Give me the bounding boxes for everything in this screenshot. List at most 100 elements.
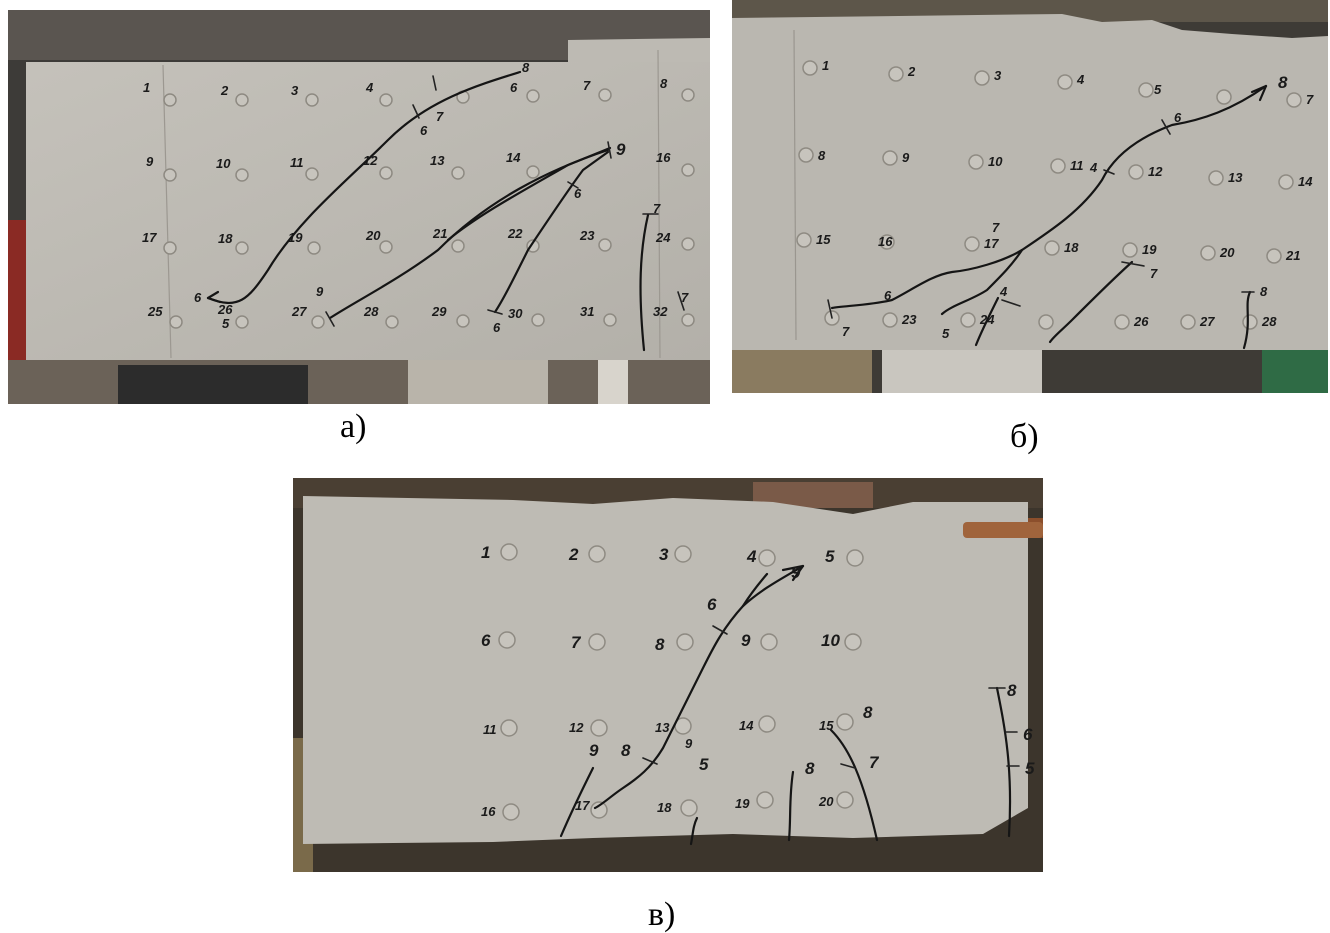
- crack-mark: 7: [869, 753, 880, 772]
- point-label: 18: [218, 231, 233, 246]
- point-label: 8: [660, 76, 668, 91]
- point-label: 9: [146, 154, 154, 169]
- point-label: 16: [481, 804, 496, 819]
- crack-mark: 5: [699, 755, 709, 774]
- crack-lines-b: [827, 84, 1268, 350]
- crack-mark: 6: [1174, 110, 1182, 125]
- crack-mark: 6: [884, 288, 892, 303]
- point-label: 3: [659, 545, 669, 564]
- point-label: 9: [902, 150, 910, 165]
- point-label: 17: [575, 798, 590, 813]
- stud-grid-a: [163, 88, 695, 329]
- crack-mark: 7: [436, 109, 444, 124]
- crack-mark: 8: [805, 759, 815, 778]
- point-label: 13: [655, 720, 670, 735]
- point-label: 2: [568, 545, 579, 564]
- point-label: 23: [901, 312, 917, 327]
- point-label: 13: [430, 153, 445, 168]
- crack-mark: 5: [942, 326, 950, 341]
- crack-mark: 6: [574, 186, 582, 201]
- crack-mark: 6: [1023, 725, 1033, 744]
- caption-c: в): [648, 896, 676, 933]
- beam-photo-c: 1 2 3 4 5 6 7 8 9 10 11 12 13 14 15 16 1…: [293, 478, 1043, 872]
- point-label: 12: [1148, 164, 1163, 179]
- point-label: 17: [142, 230, 157, 245]
- crack-mark: 4: [999, 284, 1008, 299]
- point-label: 14: [1298, 174, 1313, 189]
- point-labels-c: 1 2 3 4 5 6 7 8 9 10 11 12 13 14 15 16 1…: [481, 543, 840, 819]
- point-label: 27: [291, 304, 307, 319]
- point-label: 29: [431, 304, 447, 319]
- point-label: 27: [1199, 314, 1215, 329]
- crack-lines-a: [206, 70, 685, 352]
- point-label: 10: [988, 154, 1003, 169]
- point-label: 13: [1228, 170, 1243, 185]
- point-labels-a: 1 2 3 4 6 7 8 9 10 11 12 13 14 16 17 18 …: [142, 76, 671, 321]
- point-label: 20: [818, 794, 834, 809]
- point-label: 22: [507, 226, 523, 241]
- crack-mark: 9: [589, 741, 599, 760]
- crack-lines-c: [559, 564, 1020, 846]
- point-label: 26: [217, 302, 233, 317]
- point-label: 14: [506, 150, 521, 165]
- point-label: 31: [580, 304, 594, 319]
- point-label: 11: [290, 155, 304, 170]
- point-label: 11: [1070, 158, 1084, 173]
- crack-mark: 6: [493, 320, 501, 335]
- beam-photo-b: 1 2 3 4 5 7 8 9 10 11 12 13 14 15 16 17 …: [732, 0, 1328, 393]
- crack-mark: 4: [1089, 160, 1098, 175]
- crack-mark: 8: [863, 703, 873, 722]
- crack-mark: 9: [316, 284, 324, 299]
- point-label: 20: [1219, 245, 1235, 260]
- point-label: 18: [1064, 240, 1079, 255]
- point-label: 9: [741, 631, 751, 650]
- point-label: 19: [735, 796, 750, 811]
- crack-mark: 6: [194, 290, 202, 305]
- crack-mark: 5: [1025, 759, 1035, 778]
- point-label: 15: [816, 232, 831, 247]
- point-label: 32: [653, 304, 668, 319]
- crack-mark: 7: [842, 324, 850, 339]
- point-label: 24: [655, 230, 671, 245]
- crack-mark: 8: [522, 60, 530, 75]
- crack-marks-a: 8 7 6 9 6 6 7 9 6 5 7: [194, 60, 689, 335]
- point-label: 2: [220, 83, 229, 98]
- crack-mark: 7: [653, 201, 661, 216]
- caption-b: б): [1010, 418, 1039, 455]
- point-label: 4: [365, 80, 374, 95]
- crack-mark: 7: [1150, 266, 1158, 281]
- point-label: 16: [656, 150, 671, 165]
- point-label: 28: [363, 304, 379, 319]
- crack-mark: 8: [1260, 284, 1268, 299]
- crack-mark: 9: [616, 140, 626, 159]
- point-label: 28: [1261, 314, 1277, 329]
- crack-marks-b: 8 6 4 6 4 7 5 7 7 8: [842, 73, 1288, 341]
- point-label: 3: [994, 68, 1002, 83]
- point-label: 11: [483, 722, 497, 737]
- point-label: 30: [508, 306, 523, 321]
- point-label: 6: [510, 80, 518, 95]
- point-label: 1: [481, 543, 490, 562]
- point-label: 7: [583, 78, 591, 93]
- crack-mark: 7: [992, 220, 1000, 235]
- point-label: 8: [655, 635, 665, 654]
- point-label: 3: [291, 83, 299, 98]
- point-label: 19: [288, 230, 303, 245]
- crack-mark: 9: [791, 563, 801, 582]
- point-label: 10: [216, 156, 231, 171]
- point-label: 21: [1285, 248, 1300, 263]
- crack-mark: 8: [621, 741, 631, 760]
- beam-photo-a: 1 2 3 4 6 7 8 9 10 11 12 13 14 16 17 18 …: [8, 10, 710, 404]
- point-label: 14: [739, 718, 754, 733]
- crack-mark: 7: [681, 290, 689, 305]
- point-label: 26: [1133, 314, 1149, 329]
- point-label: 20: [365, 228, 381, 243]
- point-label: 5: [825, 547, 835, 566]
- point-label: 6: [481, 631, 491, 650]
- point-label: 12: [363, 153, 378, 168]
- point-label: 4: [1076, 72, 1085, 87]
- point-label: 2: [907, 64, 916, 79]
- crack-mark: 6: [420, 123, 428, 138]
- crack-mark: 6: [707, 595, 717, 614]
- point-label: 10: [821, 631, 840, 650]
